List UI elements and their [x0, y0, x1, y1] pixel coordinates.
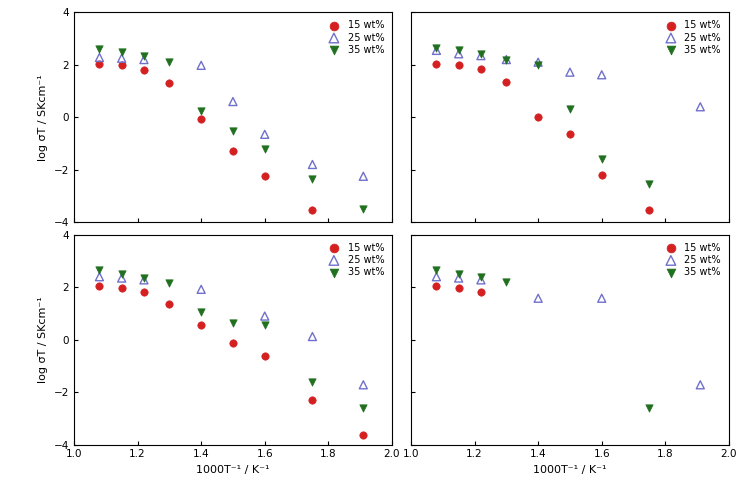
15 wt% [195, 321, 207, 329]
25 wt% [115, 54, 127, 62]
X-axis label: 1000T⁻¹ / K⁻¹: 1000T⁻¹ / K⁻¹ [534, 465, 607, 475]
35 wt% [500, 56, 512, 64]
25 wt% [596, 294, 608, 302]
25 wt% [453, 274, 465, 282]
35 wt% [453, 270, 465, 278]
35 wt% [259, 145, 271, 153]
15 wt% [138, 288, 150, 296]
Legend: 15 wt%, 25 wt%, 35 wt%: 15 wt%, 25 wt%, 35 wt% [321, 240, 387, 280]
25 wt% [357, 172, 369, 180]
35 wt% [93, 266, 105, 274]
15 wt% [259, 172, 271, 180]
35 wt% [453, 46, 465, 54]
35 wt% [259, 321, 271, 329]
35 wt% [227, 320, 239, 328]
X-axis label: 1000T⁻¹ / K⁻¹: 1000T⁻¹ / K⁻¹ [196, 465, 269, 475]
25 wt% [227, 98, 239, 106]
15 wt% [453, 61, 465, 69]
25 wt% [306, 161, 318, 168]
Legend: 15 wt%, 25 wt%, 35 wt%: 15 wt%, 25 wt%, 35 wt% [659, 240, 724, 280]
25 wt% [138, 56, 150, 64]
25 wt% [694, 103, 706, 111]
15 wt% [164, 300, 175, 308]
25 wt% [93, 53, 105, 61]
15 wt% [115, 284, 127, 291]
15 wt% [227, 339, 239, 347]
25 wt% [532, 58, 544, 66]
Y-axis label: log σT / SKcm⁻¹: log σT / SKcm⁻¹ [38, 74, 48, 161]
25 wt% [195, 61, 207, 69]
25 wt% [195, 286, 207, 293]
25 wt% [532, 294, 544, 302]
15 wt% [195, 116, 207, 124]
15 wt% [306, 206, 318, 214]
15 wt% [596, 171, 608, 179]
35 wt% [306, 378, 318, 386]
25 wt% [475, 52, 487, 60]
35 wt% [164, 279, 175, 287]
35 wt% [195, 308, 207, 316]
25 wt% [93, 273, 105, 281]
35 wt% [195, 107, 207, 115]
35 wt% [306, 175, 318, 183]
15 wt% [93, 282, 105, 290]
25 wt% [431, 273, 443, 281]
25 wt% [115, 274, 127, 282]
Legend: 15 wt%, 25 wt%, 35 wt%: 15 wt%, 25 wt%, 35 wt% [321, 17, 387, 58]
35 wt% [115, 48, 127, 56]
15 wt% [431, 60, 443, 68]
15 wt% [93, 60, 105, 68]
25 wt% [564, 68, 576, 76]
15 wt% [357, 431, 369, 439]
25 wt% [357, 381, 369, 389]
35 wt% [93, 45, 105, 53]
15 wt% [227, 147, 239, 155]
35 wt% [644, 180, 656, 188]
35 wt% [115, 270, 127, 278]
35 wt% [431, 44, 443, 52]
15 wt% [306, 396, 318, 404]
35 wt% [357, 405, 369, 412]
25 wt% [259, 130, 271, 138]
35 wt% [532, 61, 544, 69]
15 wt% [164, 79, 175, 87]
15 wt% [431, 282, 443, 290]
35 wt% [475, 50, 487, 58]
25 wt% [431, 46, 443, 54]
25 wt% [596, 71, 608, 79]
35 wt% [475, 273, 487, 281]
25 wt% [475, 276, 487, 284]
35 wt% [644, 405, 656, 412]
35 wt% [138, 274, 150, 282]
25 wt% [500, 56, 512, 64]
15 wt% [453, 284, 465, 291]
25 wt% [453, 50, 465, 58]
35 wt% [164, 58, 175, 66]
25 wt% [138, 276, 150, 284]
15 wt% [259, 352, 271, 360]
15 wt% [532, 113, 544, 121]
15 wt% [644, 206, 656, 214]
35 wt% [227, 127, 239, 135]
15 wt% [564, 130, 576, 138]
Legend: 15 wt%, 25 wt%, 35 wt%: 15 wt%, 25 wt%, 35 wt% [659, 17, 724, 58]
15 wt% [138, 66, 150, 74]
35 wt% [138, 52, 150, 60]
25 wt% [259, 312, 271, 320]
15 wt% [475, 288, 487, 296]
35 wt% [596, 155, 608, 163]
15 wt% [115, 61, 127, 69]
35 wt% [357, 205, 369, 213]
35 wt% [431, 266, 443, 274]
Y-axis label: log σT / SKcm⁻¹: log σT / SKcm⁻¹ [38, 296, 48, 383]
25 wt% [306, 332, 318, 340]
35 wt% [500, 278, 512, 286]
25 wt% [694, 381, 706, 389]
15 wt% [475, 65, 487, 73]
15 wt% [500, 78, 512, 86]
35 wt% [564, 105, 576, 113]
